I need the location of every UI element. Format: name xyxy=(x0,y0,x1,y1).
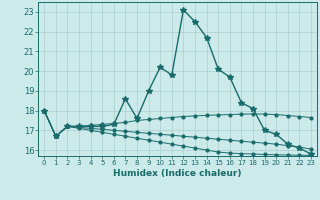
X-axis label: Humidex (Indice chaleur): Humidex (Indice chaleur) xyxy=(113,169,242,178)
